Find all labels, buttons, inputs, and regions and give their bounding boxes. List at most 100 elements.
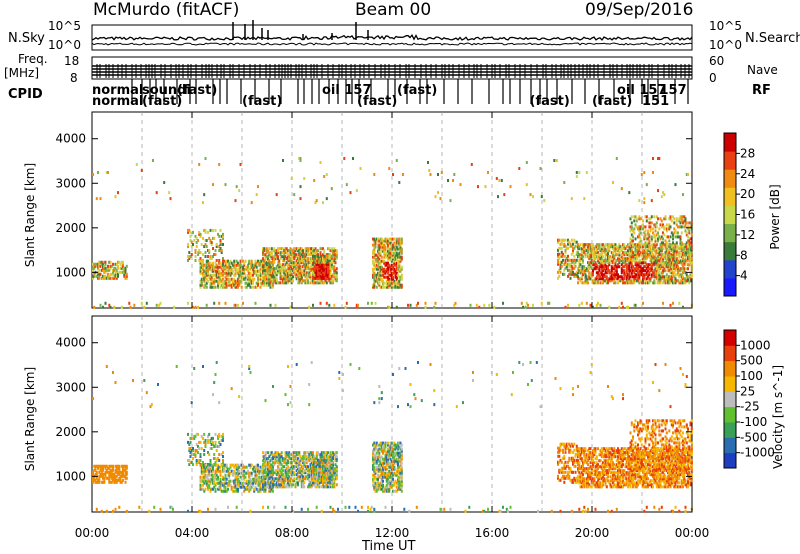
power-cell [674, 229, 677, 233]
power-cell [588, 275, 591, 279]
power-cell [202, 201, 204, 205]
power-cell [685, 275, 688, 279]
vel-cell [188, 463, 191, 466]
power-cell [122, 266, 124, 270]
power-cell [675, 273, 678, 277]
power-cell [563, 268, 566, 272]
power-cell [239, 281, 242, 285]
vel-cell [117, 470, 119, 474]
power-cell [299, 249, 302, 253]
vel-cell [287, 479, 289, 483]
power-cell [209, 241, 212, 244]
power-cell [304, 253, 307, 257]
vel-cell [217, 445, 219, 448]
power-cell [204, 228, 207, 232]
power-cell [383, 261, 386, 265]
power-cell [600, 261, 603, 265]
power-cell [199, 261, 202, 265]
power-cell [684, 277, 687, 281]
power-cell [204, 230, 207, 234]
vel-cell [295, 481, 298, 485]
power-cell [389, 251, 392, 255]
power-cell [377, 245, 379, 249]
vel-cell [280, 451, 283, 455]
power-cell [283, 269, 286, 273]
power-cell [119, 270, 122, 274]
power-cell [173, 305, 176, 309]
vel-cell [222, 461, 224, 464]
power-cell [628, 263, 631, 267]
power-cell [97, 171, 99, 174]
vel-cell [210, 469, 213, 473]
power-cell [660, 247, 663, 251]
power-cell [219, 249, 222, 252]
vel-cell [214, 471, 217, 475]
vel-cell [292, 453, 294, 457]
power-cell [663, 267, 666, 271]
power-cell [630, 255, 633, 259]
power-cell [218, 301, 221, 305]
power-cell [664, 239, 667, 243]
vel-cell [284, 461, 287, 465]
power-cell [329, 276, 332, 280]
power-cell [242, 277, 244, 281]
power-cell [399, 249, 402, 253]
power-cell [314, 281, 317, 285]
power-cell [299, 275, 302, 279]
power-cell [653, 271, 656, 275]
power-cell [112, 262, 114, 266]
power-cell [613, 281, 616, 285]
power-cell [389, 283, 392, 287]
power-cell [627, 259, 629, 263]
vel-cell [255, 479, 258, 483]
power-cell [604, 245, 607, 249]
power-cell [280, 275, 283, 279]
power-cell [292, 251, 294, 255]
power-cell [97, 264, 99, 268]
power-cell [657, 237, 659, 241]
power-cell [559, 266, 562, 270]
vel-cell [222, 451, 224, 454]
vel-cell [282, 469, 284, 473]
power-cell [602, 273, 604, 277]
vel-cell [269, 475, 272, 479]
power-cell [684, 225, 687, 229]
vel-cell [263, 485, 266, 489]
vel-cell [223, 489, 226, 493]
power-cell [187, 230, 189, 234]
power-cell [628, 191, 631, 195]
power-cell [603, 261, 606, 265]
power-cell [395, 257, 398, 261]
power-cell [222, 273, 224, 277]
vel-cell [98, 474, 101, 478]
power-cell [649, 269, 652, 273]
power-cell [584, 281, 587, 285]
power-cell [233, 273, 236, 277]
power-cell [208, 267, 211, 271]
power-cell [388, 281, 391, 285]
power-cell [633, 267, 636, 271]
power-cell [497, 195, 499, 199]
power-cell [483, 303, 486, 307]
vel-cell [105, 464, 108, 468]
power-cell [233, 265, 236, 269]
vel-cell [110, 472, 113, 476]
power-cell [223, 271, 226, 275]
power-cell [585, 243, 588, 247]
vel-cell [212, 467, 214, 471]
power-cell [665, 261, 668, 265]
power-cell [580, 269, 583, 273]
power-cell [643, 273, 646, 277]
power-cell [598, 255, 601, 259]
power-cell [633, 219, 636, 223]
power-cell [282, 263, 284, 267]
power-cell [375, 257, 378, 261]
vel-cell [267, 457, 269, 461]
power-cell [377, 261, 379, 265]
vel-cell [222, 434, 224, 438]
power-cell [634, 243, 637, 247]
power-cell [597, 273, 599, 277]
power-cell [313, 279, 316, 283]
power-cell [678, 255, 681, 259]
power-cell [309, 275, 312, 279]
